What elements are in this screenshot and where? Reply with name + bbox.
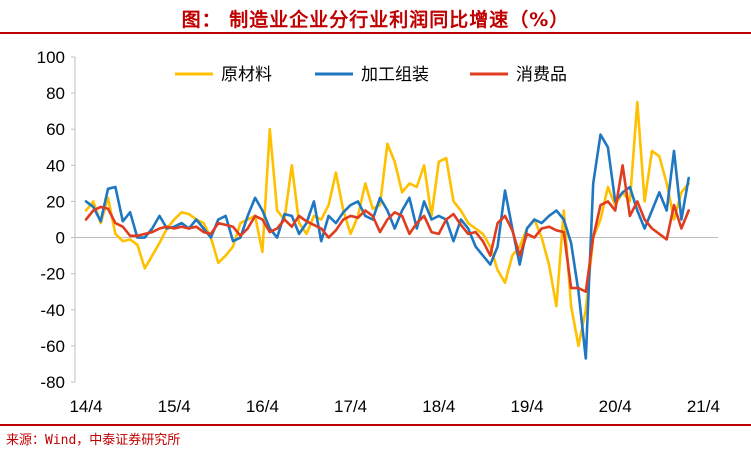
x-tick-label: 19/4 [510,397,543,416]
y-tick-label: 0 [56,229,65,248]
x-tick-label: 21/4 [687,397,720,416]
series-line-1 [84,100,690,348]
y-tick-label: 60 [46,120,65,139]
x-tick-label: 16/4 [246,397,279,416]
x-tick-label: 20/4 [599,397,632,416]
x-tick-label: 17/4 [334,397,367,416]
series-line-3 [84,164,690,293]
y-tick-label: 100 [37,48,65,67]
legend-label: 加工组装 [361,65,429,85]
legend-label: 消费品 [516,65,567,85]
series-line-2 [84,133,690,360]
x-tick-label: 14/4 [69,397,102,416]
page-title: 图： 制造业企业分行业利润同比增速（%） [181,9,570,31]
y-tick-label: -80 [40,373,65,392]
y-tick-label: -20 [40,265,65,284]
title-bar: 图： 制造业企业分行业利润同比增速（%） [0,0,751,34]
x-tick-label: 18/4 [422,397,455,416]
y-tick-label: -60 [40,337,65,356]
source-note: 来源：Wind，中泰证券研究所 [6,433,181,448]
y-tick-label: 20 [46,192,65,211]
y-tick-label: -40 [40,301,65,320]
legend-label: 原材料 [221,65,272,85]
footer-divider [0,424,751,426]
y-tick-label: 40 [46,156,65,175]
y-tick-label: 80 [46,84,65,103]
x-tick-label: 15/4 [158,397,191,416]
